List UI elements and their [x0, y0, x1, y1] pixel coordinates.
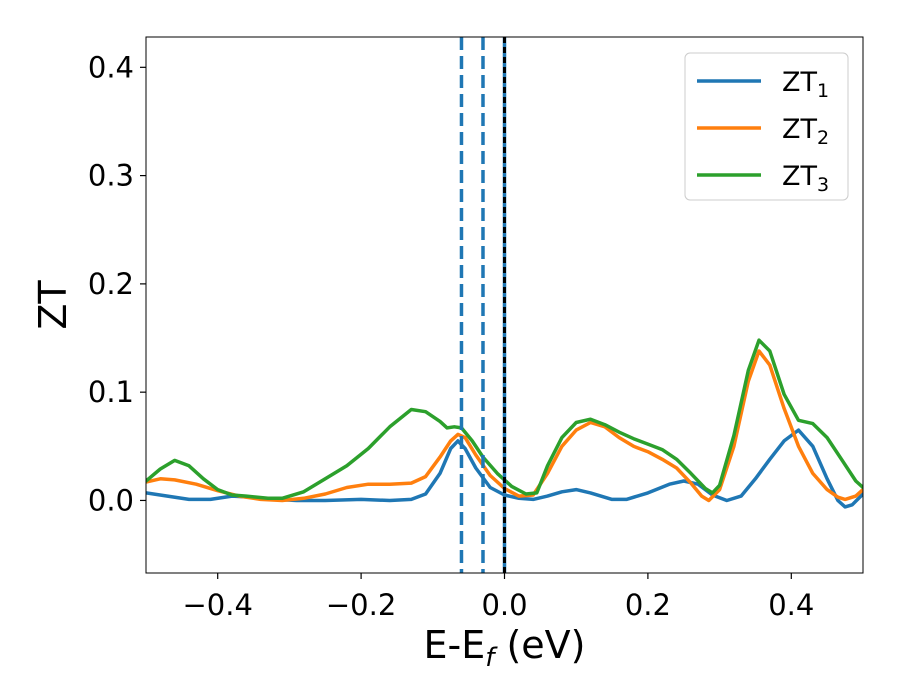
series-line-zt3	[146, 338, 863, 501]
plot-area	[146, 338, 863, 509]
legend-box	[684, 52, 849, 201]
y-axis-ticks: 0.0 0.1 0.2 0.3 0.4	[88, 50, 146, 517]
y-axis-label: ZT	[31, 280, 75, 330]
y-tick-label: 0.4	[88, 50, 134, 84]
x-axis-label-main: E-E	[424, 623, 486, 667]
x-axis-ticks: −0.4 −0.2 0.0 0.2 0.4	[182, 573, 814, 622]
series-line-zt1	[146, 428, 863, 509]
x-axis-label-unit: (eV)	[494, 623, 585, 667]
x-tick-label: −0.2	[326, 588, 396, 622]
legend-label: ZT2	[782, 114, 829, 149]
y-tick-label: 0.1	[88, 375, 134, 409]
reference-lines	[459, 37, 507, 573]
legend-label: ZT3	[782, 161, 829, 196]
legend: ZT1 ZT2 ZT3	[684, 52, 849, 201]
x-tick-label: 0.2	[625, 588, 671, 622]
y-tick-label: 0.2	[88, 267, 134, 301]
y-tick-label: 0.3	[88, 159, 134, 193]
x-axis-label: E-Ef (eV)	[424, 623, 586, 673]
series-line-zt2	[146, 349, 863, 503]
x-tick-label: 0.4	[768, 588, 814, 622]
legend-label: ZT1	[782, 67, 829, 102]
x-tick-label: 0.0	[481, 588, 527, 622]
x-tick-label: −0.4	[182, 588, 252, 622]
y-tick-label: 0.0	[88, 483, 134, 517]
